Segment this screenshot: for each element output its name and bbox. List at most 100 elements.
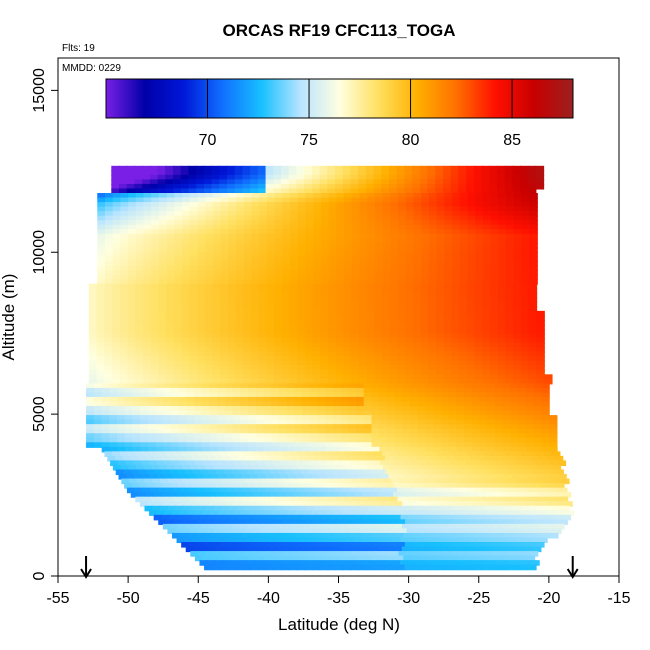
heatmap-cell	[374, 328, 383, 335]
heatmap-cell	[435, 319, 445, 326]
heatmap-cell	[330, 537, 340, 544]
heatmap-cell	[203, 165, 213, 172]
heatmap-cell	[112, 220, 122, 226]
heatmap-cell	[320, 215, 330, 222]
heatmap-cell	[398, 551, 408, 557]
heatmap-cell	[265, 183, 275, 190]
heatmap-cell	[126, 179, 136, 186]
heatmap-cell	[434, 460, 443, 467]
heatmap-cell	[238, 560, 247, 566]
heatmap-cell	[327, 288, 337, 294]
heatmap-cell	[463, 546, 473, 553]
heatmap-cell	[443, 306, 453, 312]
heatmap-cell	[355, 523, 365, 530]
heatmap-cell	[371, 446, 381, 453]
heatmap-cell	[302, 460, 312, 467]
heatmap-cell	[521, 270, 531, 276]
heatmap-cell	[239, 469, 248, 476]
heatmap-cell	[342, 174, 352, 181]
heatmap-cell	[297, 306, 306, 312]
heatmap-cell	[136, 478, 146, 485]
heatmap-cell	[451, 306, 461, 312]
heatmap-cell	[351, 215, 361, 222]
heatmap-cell	[207, 455, 217, 462]
heatmap-cell	[419, 170, 429, 176]
heatmap-cell	[343, 328, 353, 335]
heatmap-cell	[502, 501, 512, 507]
heatmap-cell	[388, 174, 398, 181]
heatmap-cell	[263, 446, 273, 453]
heatmap-cell	[420, 288, 430, 294]
heatmap-cell	[243, 224, 253, 231]
heatmap-cell	[452, 197, 461, 204]
heatmap-cell	[536, 310, 545, 317]
heatmap-cell	[410, 460, 420, 467]
heatmap-cell	[459, 374, 468, 380]
heatmap-cell	[104, 206, 114, 213]
heatmap-cell	[236, 224, 245, 231]
heatmap-cell	[351, 202, 361, 208]
heatmap-cell	[459, 274, 469, 281]
heatmap-cell	[335, 360, 345, 367]
heatmap-cell	[472, 532, 482, 539]
heatmap-cell	[259, 206, 268, 213]
heatmap-cell	[224, 383, 234, 389]
heatmap-cell	[298, 528, 308, 535]
heatmap-cell	[384, 537, 394, 544]
heatmap-cell	[165, 297, 175, 303]
heatmap-cell	[224, 428, 234, 435]
heatmap-cell	[389, 347, 399, 353]
heatmap-cell	[313, 270, 322, 276]
heatmap-cell	[147, 442, 157, 448]
heatmap-cell	[314, 478, 323, 485]
heatmap-cell	[448, 419, 458, 426]
heatmap-cell	[533, 442, 543, 448]
heatmap-cell	[381, 165, 390, 172]
heatmap-cell	[313, 224, 322, 231]
heatmap-cell	[196, 542, 206, 548]
heatmap-cell	[289, 519, 298, 525]
heatmap-cell	[474, 542, 483, 548]
heatmap-cell	[490, 451, 499, 457]
heatmap-cell	[195, 532, 204, 539]
heatmap-cell	[236, 233, 245, 240]
heatmap-cell	[219, 179, 228, 186]
heatmap-cell	[420, 283, 430, 290]
heatmap-cell	[236, 270, 245, 276]
heatmap-cell	[459, 202, 469, 208]
heatmap-cell	[483, 464, 492, 471]
heatmap-cell	[243, 378, 252, 385]
heatmap-cell	[565, 510, 575, 516]
heatmap-cell	[228, 260, 238, 267]
heatmap-cell	[235, 360, 245, 367]
heatmap-cell	[417, 437, 427, 444]
heatmap-cell	[104, 301, 113, 308]
heatmap-cell	[465, 474, 475, 480]
heatmap-cell	[375, 464, 384, 471]
heatmap-cell	[311, 188, 321, 195]
heatmap-cell	[389, 328, 399, 335]
heatmap-cell	[533, 410, 543, 417]
heatmap-cell	[335, 319, 345, 326]
heatmap-cell	[452, 238, 461, 244]
heatmap-cell	[96, 283, 106, 290]
heatmap-cell	[147, 428, 157, 435]
heatmap-cell	[290, 215, 299, 222]
heatmap-cell	[366, 328, 376, 335]
heatmap-cell	[444, 551, 454, 557]
heatmap-cell	[161, 455, 170, 462]
heatmap-cell	[428, 310, 437, 317]
heatmap-cell	[482, 206, 492, 213]
heatmap-cell	[182, 265, 191, 272]
heatmap-cell	[433, 383, 442, 389]
heatmap-cell	[516, 514, 525, 521]
heatmap-cell	[315, 492, 325, 498]
heatmap-cell	[502, 396, 512, 403]
heatmap-cell	[236, 197, 245, 204]
heatmap-cell	[343, 342, 353, 349]
heatmap-cell	[425, 415, 435, 421]
heatmap-cell	[255, 415, 265, 421]
heatmap-cell	[312, 356, 322, 362]
heatmap-cell	[186, 442, 195, 448]
heatmap-cell	[428, 211, 438, 217]
